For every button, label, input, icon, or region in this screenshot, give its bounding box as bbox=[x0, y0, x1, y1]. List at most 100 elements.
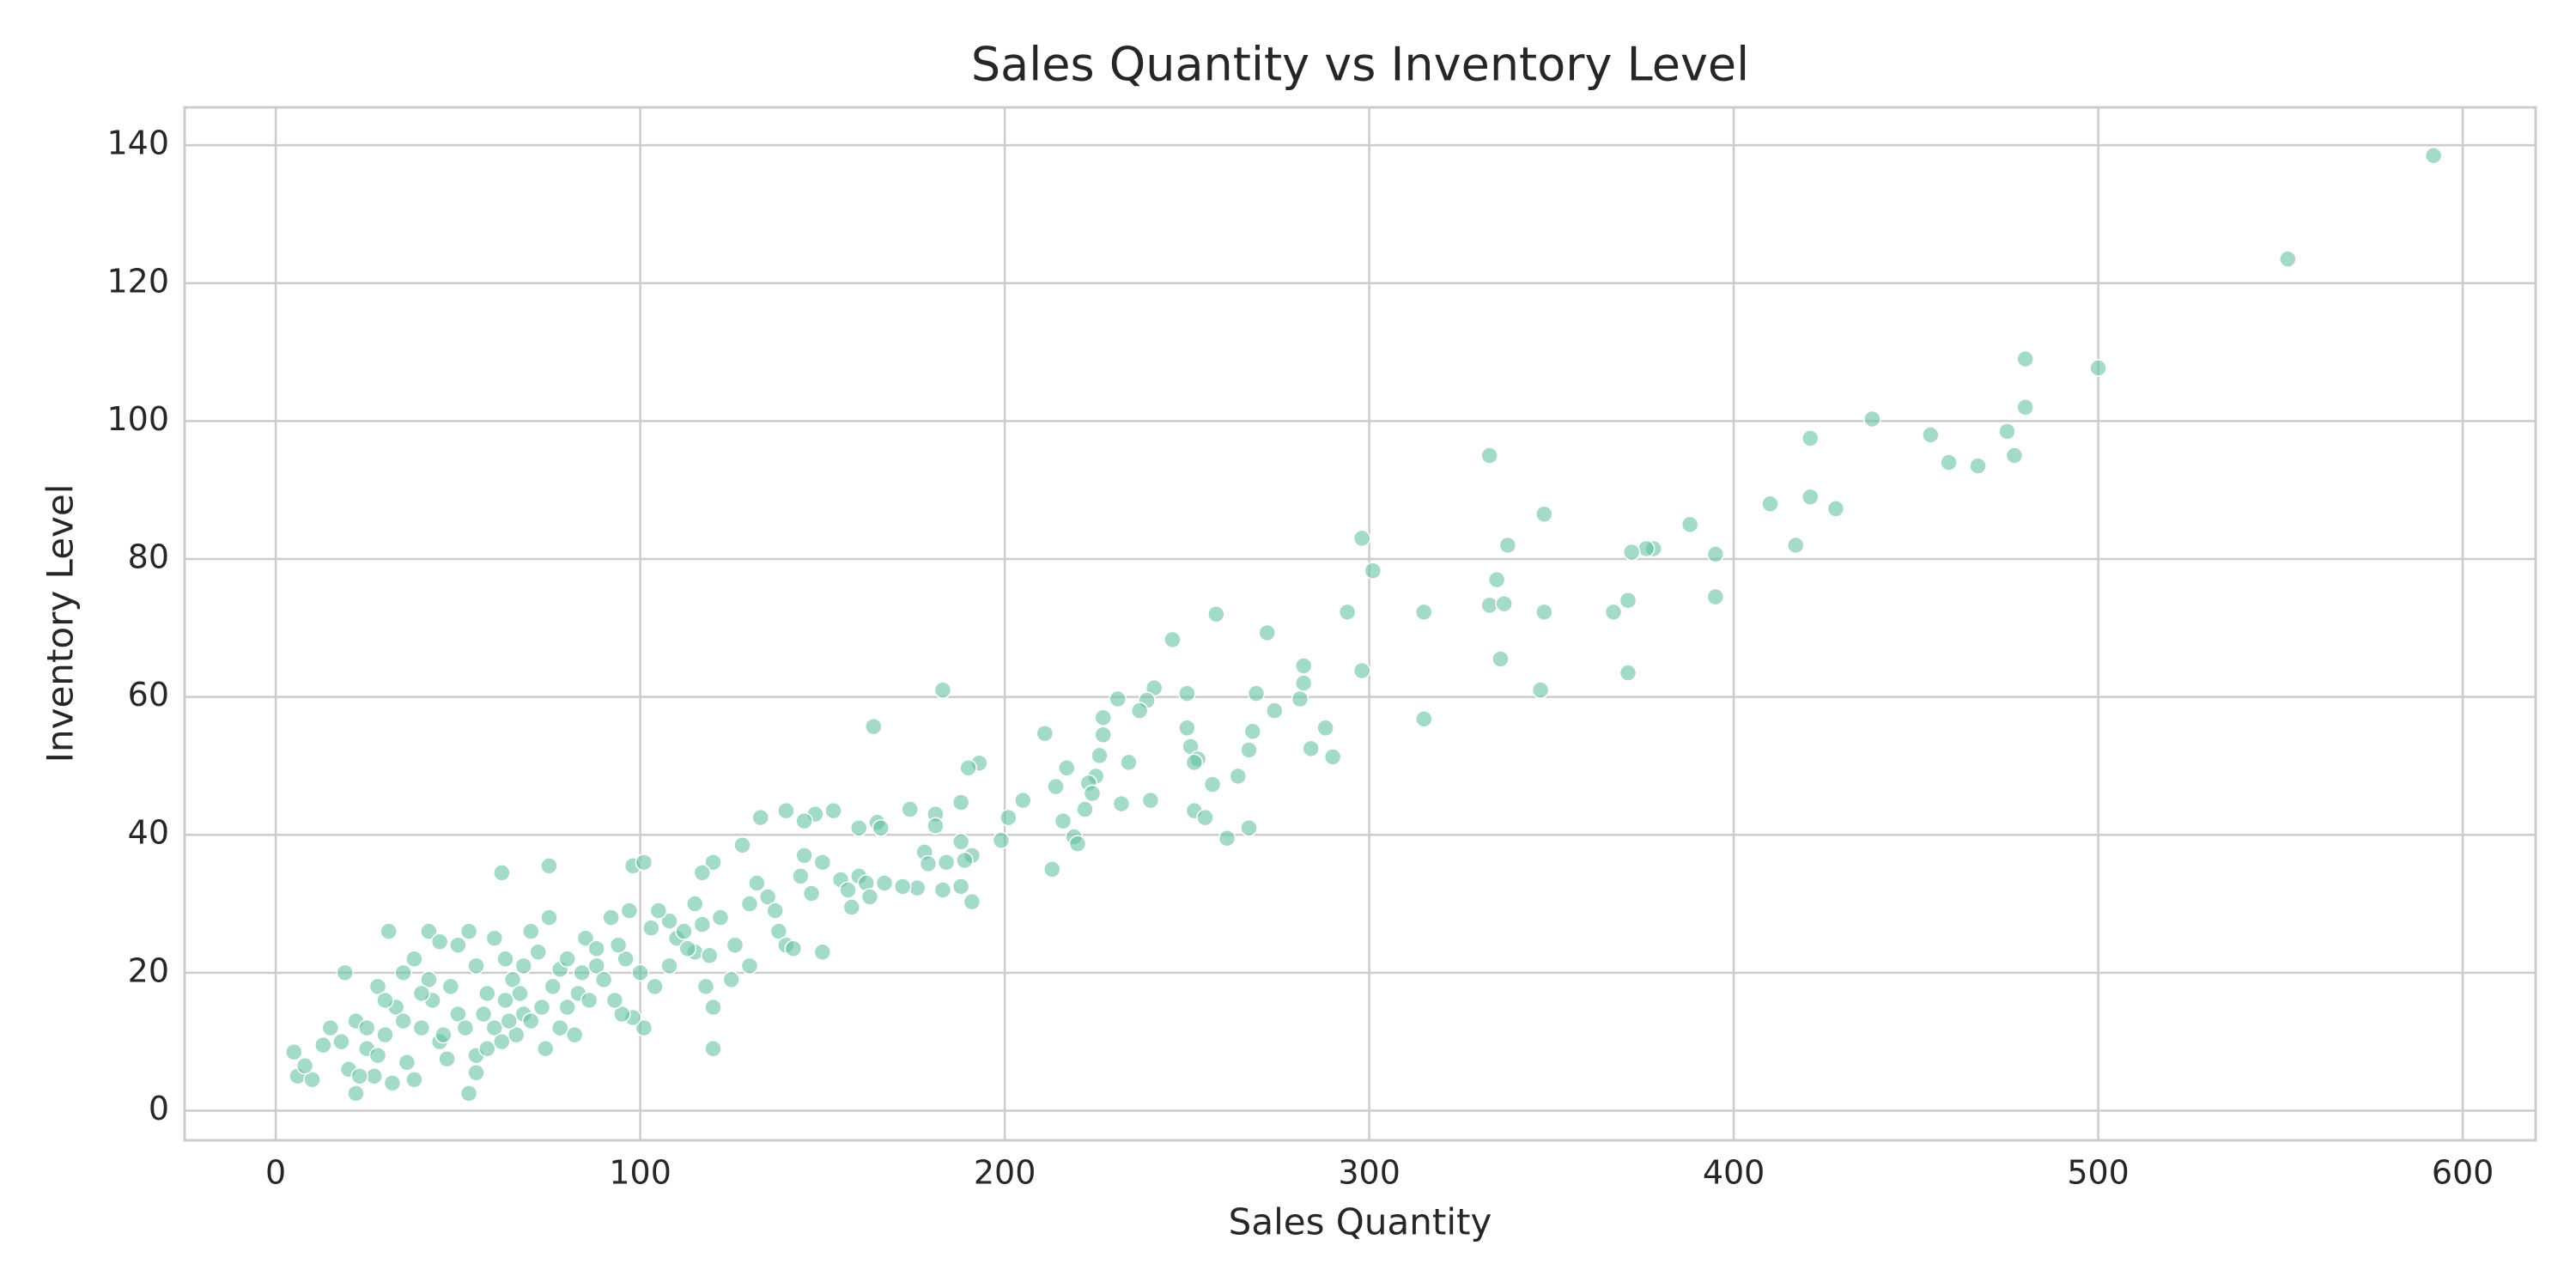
scatter-point bbox=[1826, 500, 1845, 518]
x-tick-label: 300 bbox=[1338, 1154, 1400, 1192]
scatter-point bbox=[686, 895, 704, 913]
scatter-point bbox=[1258, 623, 1277, 642]
scatter-point bbox=[1218, 829, 1236, 848]
scatter-point bbox=[751, 808, 769, 827]
scatter-point bbox=[449, 1005, 467, 1024]
scatter-point bbox=[1141, 791, 1160, 810]
scatter-point bbox=[649, 902, 668, 920]
scatter-point bbox=[380, 922, 398, 940]
scatter-point bbox=[412, 1018, 431, 1037]
scatter-point bbox=[467, 1064, 485, 1082]
plot-frame bbox=[183, 106, 2537, 1142]
scatter-point bbox=[1178, 719, 1196, 738]
scatter-point bbox=[456, 1018, 475, 1037]
y-tick-label: 40 bbox=[128, 814, 169, 852]
scatter-point bbox=[769, 922, 788, 940]
x-tick-label: 0 bbox=[265, 1154, 286, 1192]
scatter-point bbox=[693, 915, 712, 933]
scatter-point bbox=[795, 811, 813, 830]
x-tick-label: 200 bbox=[974, 1154, 1036, 1192]
scatter-point bbox=[1068, 835, 1087, 853]
scatter-point bbox=[1531, 681, 1550, 699]
scatter-point bbox=[1801, 488, 1820, 506]
y-tick-label: 120 bbox=[106, 262, 169, 300]
scatter-point bbox=[485, 929, 504, 947]
scatter-point bbox=[919, 854, 938, 873]
scatter-point bbox=[1706, 587, 1725, 606]
scatter-point bbox=[784, 939, 803, 957]
scatter-point bbox=[613, 1005, 631, 1024]
scatter-point bbox=[1036, 724, 1054, 743]
scatter-point bbox=[493, 864, 511, 882]
scatter-point bbox=[766, 902, 784, 920]
scatter-point bbox=[1178, 684, 1196, 702]
scatter-point bbox=[1761, 495, 1779, 513]
scatter-point bbox=[1969, 457, 1987, 475]
scatter-point bbox=[956, 851, 974, 870]
scatter-point bbox=[565, 1025, 584, 1044]
scatter-point bbox=[875, 874, 894, 892]
scatter-point bbox=[1302, 739, 1320, 758]
scatter-point bbox=[532, 998, 551, 1017]
scatter-point bbox=[646, 977, 664, 996]
scatter-point bbox=[2005, 447, 2024, 465]
scatter-point bbox=[951, 793, 970, 811]
scatter-point bbox=[285, 1042, 303, 1061]
scatter-point bbox=[558, 998, 576, 1017]
scatter-point bbox=[434, 1025, 453, 1044]
scatter-point bbox=[1498, 536, 1517, 555]
scatter-point bbox=[963, 892, 981, 911]
scatter-point bbox=[459, 922, 478, 940]
scatter-point bbox=[394, 963, 412, 982]
scatter-point bbox=[2424, 146, 2443, 165]
scatter-point bbox=[842, 898, 861, 916]
scatter-point bbox=[992, 831, 1011, 849]
scatter-point bbox=[511, 984, 529, 1003]
scatter-point bbox=[813, 854, 832, 872]
scatter-point bbox=[1415, 603, 1433, 622]
scatter-point bbox=[2016, 398, 2034, 416]
scatter-point bbox=[514, 957, 533, 975]
scatter-point bbox=[1352, 529, 1371, 548]
scatter-point bbox=[722, 970, 740, 989]
scatter-point bbox=[602, 908, 620, 927]
scatter-point bbox=[412, 984, 431, 1003]
scatter-point bbox=[933, 681, 952, 699]
scatter-point bbox=[1535, 603, 1553, 622]
scatter-point bbox=[522, 1012, 540, 1030]
scatter-point bbox=[1207, 605, 1225, 623]
x-tick-label: 600 bbox=[2432, 1154, 2494, 1192]
scatter-point bbox=[459, 1084, 478, 1103]
scatter-point bbox=[908, 878, 927, 897]
y-tick-label: 100 bbox=[106, 400, 169, 438]
scatter-point bbox=[398, 1054, 416, 1072]
scatter-point bbox=[587, 957, 605, 975]
scatter-point bbox=[405, 1071, 423, 1089]
scatter-point bbox=[1294, 657, 1313, 675]
scatter-point bbox=[478, 1039, 496, 1058]
scatter-point bbox=[2279, 250, 2297, 268]
scatter-point bbox=[1076, 800, 1094, 818]
scatter-point bbox=[405, 950, 423, 969]
scatter-point bbox=[394, 1012, 412, 1030]
scatter-point bbox=[336, 963, 355, 982]
y-tick-label: 80 bbox=[128, 538, 169, 576]
scatter-point bbox=[631, 963, 649, 982]
scatter-point bbox=[1480, 596, 1498, 615]
scatter-point bbox=[1294, 674, 1313, 692]
scatter-point bbox=[587, 939, 605, 957]
scatter-point bbox=[529, 943, 548, 962]
scatter-point bbox=[860, 888, 879, 906]
scatter-point bbox=[1787, 536, 1805, 555]
scatter-point bbox=[500, 1012, 519, 1030]
scatter-point bbox=[430, 933, 449, 951]
scatter-point bbox=[1706, 545, 1725, 563]
scatter-point bbox=[824, 801, 842, 820]
x-axis-label: Sales Quantity bbox=[1229, 1201, 1492, 1243]
scatter-point bbox=[704, 998, 722, 1017]
scatter-point bbox=[1091, 746, 1109, 765]
scatter-point bbox=[605, 991, 624, 1010]
scatter-point bbox=[1492, 650, 1510, 668]
scatter-point bbox=[635, 1018, 653, 1037]
